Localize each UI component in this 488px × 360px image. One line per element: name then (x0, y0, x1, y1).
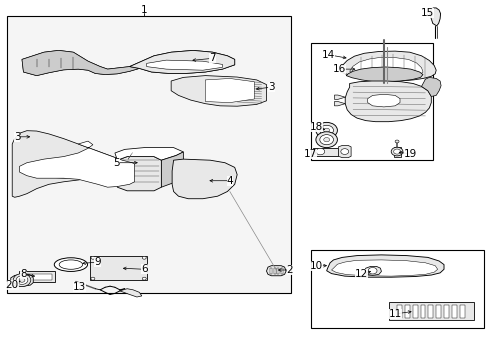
Polygon shape (345, 81, 430, 122)
Circle shape (323, 138, 329, 142)
Polygon shape (161, 152, 183, 187)
Polygon shape (346, 67, 422, 82)
Polygon shape (172, 159, 237, 199)
Bar (435, 305, 440, 318)
Text: 2: 2 (286, 265, 293, 275)
Bar (388, 302, 473, 320)
Bar (277, 268, 279, 274)
Text: 18: 18 (309, 122, 323, 132)
Bar (396, 305, 401, 318)
Circle shape (319, 135, 333, 145)
Circle shape (390, 147, 402, 156)
Polygon shape (27, 164, 112, 178)
Bar (412, 305, 417, 318)
Bar (459, 305, 464, 318)
Bar (312, 148, 338, 156)
Polygon shape (117, 157, 161, 191)
Polygon shape (338, 145, 350, 158)
Polygon shape (349, 58, 422, 78)
Circle shape (315, 132, 337, 148)
Bar (280, 268, 282, 274)
Text: 12: 12 (354, 269, 368, 279)
Polygon shape (129, 50, 234, 73)
Bar (310, 250, 483, 328)
Polygon shape (22, 50, 139, 76)
Polygon shape (266, 266, 285, 276)
Text: 19: 19 (403, 149, 417, 159)
Bar (90, 256, 146, 280)
Bar (21, 274, 52, 280)
Text: 11: 11 (387, 309, 401, 319)
Bar (273, 268, 275, 274)
Bar (404, 305, 409, 318)
Circle shape (315, 148, 324, 155)
Polygon shape (334, 102, 345, 106)
Text: 8: 8 (20, 269, 27, 279)
Bar (7, 16, 290, 293)
Polygon shape (429, 8, 440, 26)
Circle shape (13, 274, 31, 287)
Bar (393, 147, 400, 157)
Polygon shape (12, 131, 134, 197)
Text: 3: 3 (267, 82, 274, 92)
Polygon shape (334, 95, 345, 99)
Bar (420, 305, 425, 318)
Text: 15: 15 (420, 8, 434, 18)
Text: 3: 3 (14, 132, 20, 142)
Text: 6: 6 (141, 264, 147, 274)
Polygon shape (339, 51, 435, 81)
Polygon shape (205, 78, 254, 103)
Ellipse shape (59, 260, 82, 269)
Circle shape (393, 149, 400, 154)
Circle shape (394, 140, 398, 143)
Circle shape (16, 276, 28, 284)
Circle shape (142, 256, 146, 259)
Circle shape (367, 267, 376, 274)
Bar (270, 268, 272, 274)
Ellipse shape (54, 258, 87, 271)
Bar (451, 305, 456, 318)
Circle shape (91, 256, 95, 259)
Polygon shape (364, 266, 381, 275)
Polygon shape (11, 274, 33, 286)
Polygon shape (331, 260, 437, 276)
Text: 5: 5 (113, 158, 120, 168)
Text: 10: 10 (310, 261, 323, 271)
Polygon shape (367, 94, 399, 107)
Polygon shape (115, 148, 183, 160)
Polygon shape (326, 255, 443, 277)
Circle shape (340, 149, 348, 154)
Bar (310, 43, 432, 160)
Text: 13: 13 (72, 282, 86, 292)
Bar (443, 305, 448, 318)
Circle shape (19, 278, 25, 282)
Text: 20: 20 (6, 280, 19, 290)
Text: 16: 16 (332, 64, 346, 74)
Circle shape (142, 277, 146, 280)
Polygon shape (146, 60, 222, 70)
Text: 17: 17 (303, 149, 317, 159)
Polygon shape (22, 50, 234, 76)
Polygon shape (171, 76, 266, 106)
Polygon shape (20, 141, 134, 187)
Bar (19, 271, 55, 282)
Circle shape (315, 122, 337, 138)
Text: 4: 4 (226, 176, 233, 186)
Polygon shape (421, 77, 440, 96)
Circle shape (91, 277, 95, 280)
Circle shape (323, 128, 329, 132)
Text: 9: 9 (94, 257, 101, 267)
Polygon shape (120, 289, 142, 297)
Text: 7: 7 (209, 53, 216, 63)
Text: 1: 1 (141, 5, 147, 15)
Text: 14: 14 (321, 50, 335, 60)
Circle shape (319, 125, 333, 135)
Bar (427, 305, 432, 318)
